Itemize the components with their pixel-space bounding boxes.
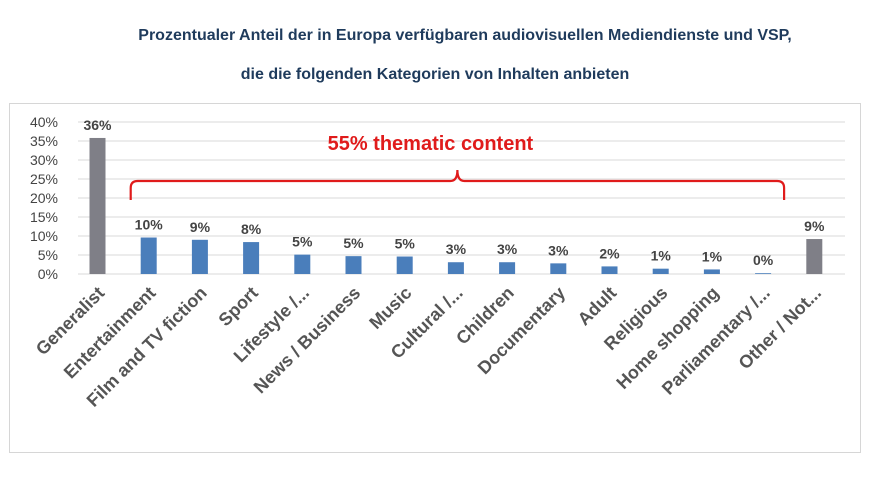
x-tick-label-1: Entertainment: [60, 283, 160, 383]
y-tick-label: 10%: [30, 228, 58, 244]
annotation: 55% thematic content: [129, 133, 786, 200]
data-label-8: 3%: [497, 241, 518, 257]
y-tick-label: 20%: [30, 190, 58, 206]
data-label-9: 3%: [548, 242, 569, 258]
y-tick-label: 25%: [30, 171, 58, 187]
chart-title-line-2: die die folgenden Kategorien von Inhalte…: [240, 66, 630, 83]
bar-chart: 0% 5% 10% 15% 20% 25% 30% 35% 40% 36% 10% 9% 8% 5% 5%…: [30, 114, 845, 411]
data-label-10: 2%: [599, 245, 620, 261]
bar-7: [447, 262, 464, 274]
thematic-annotation-label: 55% thematic content: [328, 133, 534, 155]
bar-9: [550, 263, 567, 274]
y-tick-label: 40%: [30, 114, 58, 130]
data-label-4: 5%: [292, 234, 313, 250]
bar-11: [652, 268, 669, 274]
bar-0: [89, 137, 106, 274]
y-axis-ticks: 0% 5% 10% 15% 20% 25% 30% 35% 40%: [30, 114, 58, 282]
data-label-11: 1%: [651, 248, 672, 264]
bar-6: [396, 256, 413, 274]
data-label-14: 9%: [804, 218, 825, 234]
y-tick-label: 30%: [30, 152, 58, 168]
x-tick-label-9: Documentary: [474, 283, 569, 378]
bar-4: [294, 254, 311, 274]
bar-5: [345, 256, 362, 274]
bar-3: [243, 242, 260, 274]
bar-8: [499, 262, 516, 274]
bar-12: [703, 269, 720, 274]
bar-1: [140, 237, 157, 274]
bar-2: [191, 239, 208, 274]
bars: [89, 137, 823, 274]
bar-13: [755, 273, 772, 274]
data-label-12: 1%: [702, 248, 723, 264]
data-label-7: 3%: [446, 241, 467, 257]
y-tick-label: 15%: [30, 209, 58, 225]
y-tick-label: 5%: [38, 247, 58, 263]
data-label-3: 8%: [241, 221, 262, 237]
y-tick-label: 0%: [38, 266, 58, 282]
chart-frame: 0% 5% 10% 15% 20% 25% 30% 35% 40% 36% 10% 9% 8% 5% 5%…: [9, 103, 861, 453]
x-tick-label-6: Music: [365, 283, 415, 333]
data-label-0: 36%: [83, 117, 112, 133]
x-tick-label-3: Sport: [215, 283, 262, 330]
data-label-6: 5%: [395, 236, 416, 252]
data-label-13: 0%: [753, 252, 774, 268]
data-label-2: 9%: [190, 219, 211, 235]
data-label-1: 10%: [135, 217, 164, 233]
x-tick-label-10: Adult: [574, 283, 621, 330]
chart-title-line-1: Prozentualer Anteil der in Europa verfüg…: [138, 27, 792, 44]
bar-14: [806, 239, 823, 274]
thematic-brace: [129, 169, 786, 200]
data-labels: 36% 10% 9% 8% 5% 5% 5% 3% 3% 3% 2% 1% 1% 0% 9%: [83, 117, 824, 268]
y-tick-label: 35%: [30, 133, 58, 149]
data-label-5: 5%: [343, 235, 364, 251]
bar-10: [601, 266, 618, 274]
